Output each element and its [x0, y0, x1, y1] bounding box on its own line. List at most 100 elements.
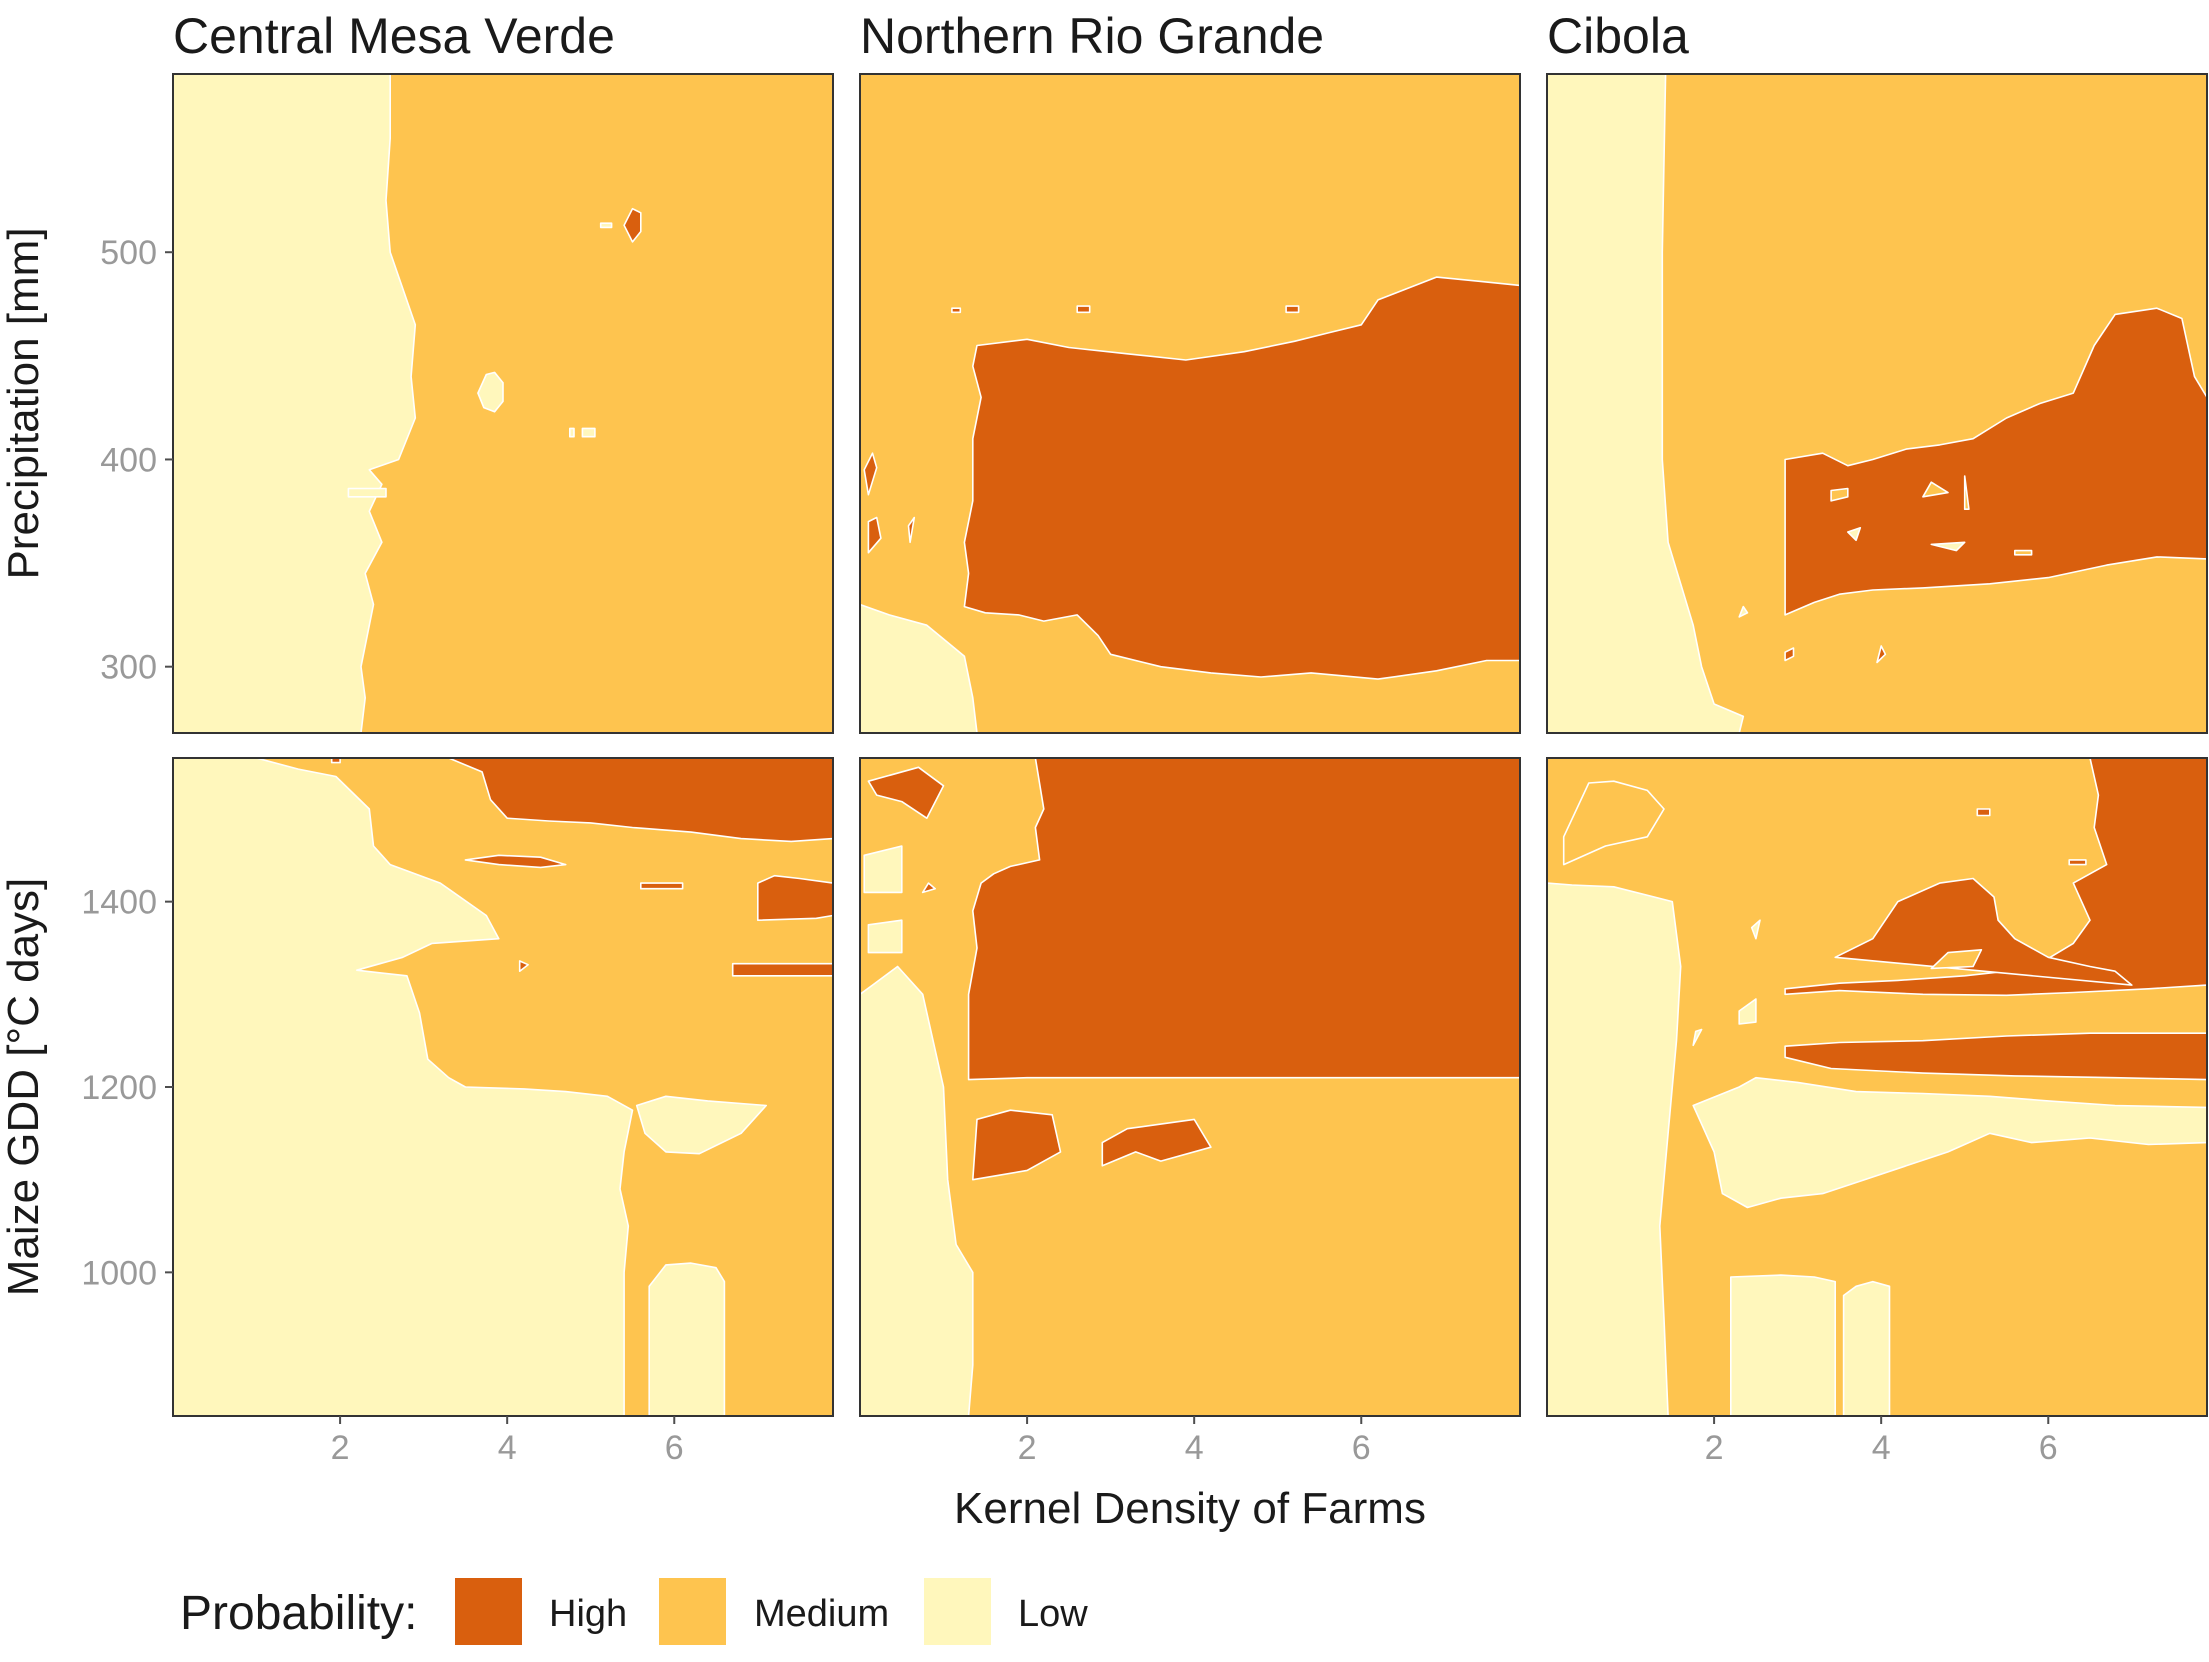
x-tick-label: 6 — [1352, 1429, 1371, 1467]
region-medium-8 — [1922, 481, 1949, 498]
region-title-1: Northern Rio Grande — [860, 8, 1324, 64]
region-low-6 — [863, 845, 903, 894]
region-medium-10 — [2014, 549, 2033, 556]
region-low-0 — [173, 758, 634, 1416]
region-high-3 — [863, 452, 878, 496]
region-high-12 — [1976, 808, 1991, 817]
panel-gdd-1 — [859, 757, 1521, 1417]
region-high-2 — [867, 516, 882, 554]
region-high-2 — [1784, 647, 1795, 662]
region-low-6 — [581, 427, 596, 438]
region-low-5 — [1738, 605, 1749, 618]
panel-precipitation-2 — [1546, 73, 2208, 734]
legend-title: Probability: — [180, 1587, 417, 1640]
panel-contours — [173, 758, 833, 1416]
y-tick-label: 300 — [100, 649, 157, 687]
legend-label-medium: Medium — [754, 1593, 889, 1635]
panel-contours — [173, 74, 833, 733]
x-tick-label: 6 — [665, 1429, 684, 1467]
x-tick-label: 2 — [331, 1429, 350, 1467]
x-tick-label: 2 — [1018, 1429, 1037, 1467]
panel-border — [1546, 757, 2208, 1417]
region-low-3 — [1730, 1274, 1836, 1416]
region-low-1 — [635, 1095, 768, 1155]
y-tick-label: 1200 — [81, 1069, 157, 1107]
region-high-2 — [867, 766, 945, 820]
panel-contours — [1547, 74, 2207, 733]
region-low-0 — [1547, 74, 1745, 733]
panel-gdd-0 — [172, 757, 834, 1417]
region-low-0 — [860, 965, 974, 1416]
region-low-0 — [173, 74, 417, 733]
region-high-5 — [464, 854, 567, 869]
panel-contours — [860, 74, 1520, 733]
legend-swatch-medium — [659, 1578, 726, 1645]
region-high-1 — [1784, 307, 2207, 616]
region-high-7 — [1834, 877, 2133, 986]
region-medium-10 — [1930, 948, 1983, 970]
x-tick-label: 2 — [1705, 1429, 1724, 1467]
region-high-4 — [756, 874, 833, 922]
panel-contours — [860, 758, 1520, 1416]
x-tick-label: 4 — [1872, 1429, 1891, 1467]
x-axis-label: Kernel Density of Farms — [954, 1484, 1426, 1533]
panel-border — [172, 73, 834, 734]
legend-swatch-low — [924, 1578, 991, 1645]
y-tick-label: 500 — [100, 234, 157, 272]
region-low-7 — [867, 919, 903, 954]
legend-label-high: High — [549, 1593, 627, 1635]
region-high-3 — [1876, 645, 1887, 664]
y-tick-label: 400 — [100, 441, 157, 479]
region-low-13 — [1692, 1028, 1703, 1047]
region-high-7 — [639, 882, 684, 890]
region-low-6 — [1930, 541, 1966, 552]
region-high-6 — [1285, 305, 1300, 314]
region-low-4 — [1847, 526, 1862, 542]
x-tick-label: 4 — [498, 1429, 517, 1467]
panel-border — [859, 757, 1521, 1417]
region-high-6 — [1784, 1032, 2207, 1081]
region-low-9 — [1750, 919, 1761, 940]
region-high-5 — [921, 882, 937, 894]
region-high-4 — [907, 516, 916, 544]
region-high-5 — [1784, 758, 2207, 997]
panel-precipitation-0 — [172, 73, 834, 734]
region-medium-7 — [1830, 487, 1849, 502]
legend-label-low: Low — [1018, 1593, 1088, 1635]
panel-border — [1546, 73, 2208, 734]
region-high-8 — [518, 960, 529, 973]
region-low-0 — [1547, 882, 1682, 1416]
region-low-2 — [1692, 1076, 2207, 1209]
region-low-1 — [477, 371, 504, 413]
region-high-7 — [951, 307, 962, 314]
panels-layer — [172, 73, 2208, 1417]
x-tick-label: 6 — [2039, 1429, 2058, 1467]
x-tick-label: 4 — [1185, 1429, 1204, 1467]
region-low-3 — [347, 487, 387, 498]
panel-precipitation-1 — [859, 73, 1521, 734]
region-high-3 — [447, 758, 833, 843]
region-low-4 — [1842, 1280, 1891, 1416]
panel-contours — [1547, 758, 2207, 1416]
panel-border — [859, 73, 1521, 734]
region-title-2: Cibola — [1547, 8, 1689, 64]
region-low-2 — [648, 1262, 726, 1416]
region-high-9 — [330, 758, 341, 764]
legend-swatch-high — [455, 1578, 522, 1645]
y-tick-label: 1400 — [81, 884, 157, 922]
panel-gdd-2 — [1546, 757, 2208, 1417]
y-axis-label-precipitation: Precipitation [mm] — [0, 227, 48, 579]
legend: Probability: High Medium Low — [180, 1578, 1088, 1645]
y-axis-label-gdd: Maize GDD [°C days] — [0, 878, 48, 1297]
region-medium-1 — [1562, 780, 1665, 866]
axes-layer: Central Mesa Verde 300 400 500 Precipitation… — [0, 8, 2058, 1467]
region-high-2 — [623, 207, 642, 243]
region-low-4 — [599, 222, 613, 229]
region-high-4 — [1101, 1118, 1212, 1167]
region-title-0: Central Mesa Verde — [173, 8, 615, 64]
region-low-8 — [1738, 998, 1757, 1025]
region-low-0 — [860, 603, 978, 733]
region-high-3 — [971, 1109, 1062, 1181]
region-high-1 — [967, 758, 1520, 1081]
